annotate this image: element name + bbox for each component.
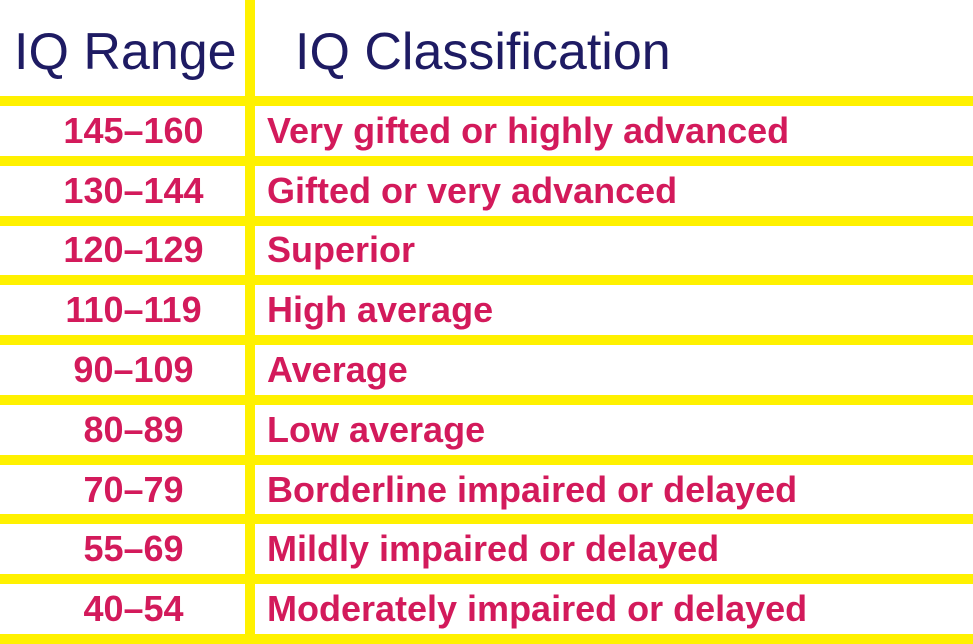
iq-classification-cell: Average: [267, 349, 408, 391]
table-row: 130–144 Gifted or very advanced: [0, 165, 973, 226]
column-header-iq-range: IQ Range: [0, 0, 255, 96]
iq-range-cell: 110–119: [0, 285, 255, 336]
table-row: 145–160 Very gifted or highly advanced: [0, 106, 973, 166]
iq-classification-cell: Very gifted or highly advanced: [267, 109, 790, 151]
iq-range-cell: 120–129: [0, 225, 255, 276]
iq-classification-cell: Mildly impaired or delayed: [267, 528, 720, 570]
table-row: 120–129 Superior: [0, 225, 973, 286]
iq-range-cell: 80–89: [0, 404, 255, 455]
iq-range-cell: 90–109: [0, 345, 255, 395]
table-row: 80–89 Low average: [0, 404, 973, 465]
table-row: 40–54 Moderately impaired or delayed: [0, 584, 973, 634]
table-row: 90–109 Average: [0, 345, 973, 405]
table-header-row: IQ Range IQ Classification: [0, 0, 973, 106]
iq-range-cell: 55–69: [0, 524, 255, 575]
table-row: 70–79 Borderline impaired or delayed: [0, 464, 973, 525]
iq-classification-cell: Gifted or very advanced: [267, 169, 678, 211]
table-row: 55–69 Mildly impaired or delayed: [0, 524, 973, 585]
iq-range-cell: 130–144: [0, 165, 255, 216]
table-row: 110–119 High average: [0, 285, 973, 346]
iq-classification-cell: High average: [267, 289, 494, 331]
column-header-iq-classification: IQ Classification: [295, 23, 671, 81]
iq-classification-cell: Borderline impaired or delayed: [267, 468, 798, 510]
iq-range-cell: 70–79: [0, 464, 255, 515]
iq-classification-cell: Superior: [267, 229, 416, 271]
iq-classification-cell: Low average: [267, 408, 486, 450]
iq-classification-cell: Moderately impaired or delayed: [267, 588, 808, 630]
iq-range-cell: 40–54: [0, 584, 255, 634]
iq-range-cell: 145–160: [0, 106, 255, 156]
